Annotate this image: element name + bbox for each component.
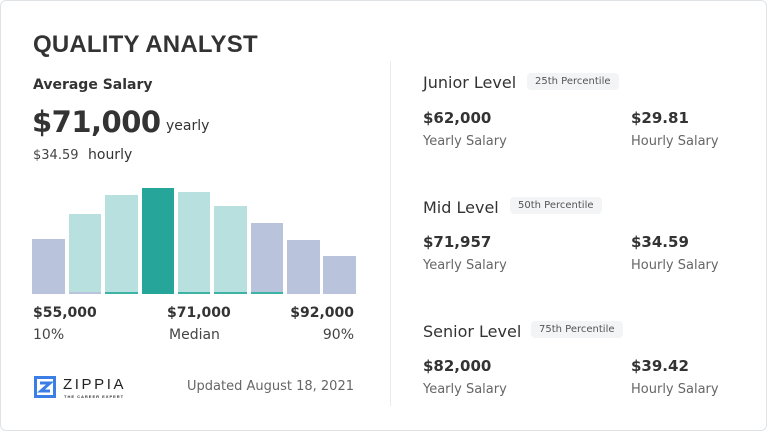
senior-hourly-label: Hourly Salary [631,382,719,397]
bar-base [178,292,210,294]
bar-base [105,292,138,294]
average-hourly-unit: hourly [88,147,133,163]
chart-bar [69,214,101,294]
senior-level-title: Senior Level [423,322,522,341]
average-salary-label: Average Salary [33,77,153,93]
zippia-z-logo-icon [34,376,56,398]
senior-yearly-label: Yearly Salary [423,382,507,397]
junior-hourly-value: $29.81 [631,109,689,127]
low-percentile-value: $55,000 [33,305,97,321]
senior-yearly-value: $82,000 [423,357,492,375]
average-hourly-value: $34.59 [33,148,79,163]
chart-bar [214,206,247,294]
job-title: QUALITY ANALYST [33,31,258,58]
bar-base [251,292,283,294]
zippia-logo[interactable]: ZIPPIA THE CAREER EXPERT [34,376,134,400]
mid-hourly-value: $34.59 [631,233,689,251]
chart-bar [32,239,65,294]
junior-yearly-label: Yearly Salary [423,134,507,149]
junior-yearly-value: $62,000 [423,109,492,127]
logo-tagline: THE CAREER EXPERT [64,394,125,399]
mid-hourly-label: Hourly Salary [631,258,719,273]
mid-percentile-badge: 50th Percentile [510,197,602,214]
bar-base [214,292,247,294]
updated-date: Updated August 18, 2021 [187,379,354,394]
senior-hourly-value: $39.42 [631,357,689,375]
senior-percentile-badge: 75th Percentile [531,321,623,338]
chart-bar [105,195,138,294]
median-label: Median [169,327,220,343]
chart-bar [287,240,320,294]
chart-bar [323,256,356,294]
junior-hourly-label: Hourly Salary [631,134,719,149]
logo-wordmark: ZIPPIA [63,376,127,393]
junior-level-title: Junior Level [423,73,517,92]
high-percentile-label: 90% [322,327,354,343]
column-divider [390,61,391,406]
average-yearly-value: $71,000 [32,105,161,139]
median-value: $71,000 [167,305,231,321]
bar-base [69,292,101,294]
low-percentile-label: 10% [33,327,65,343]
salary-distribution-chart [1,1,381,301]
junior-percentile-badge: 25th Percentile [527,73,619,90]
chart-bar [178,192,210,294]
mid-yearly-value: $71,957 [423,233,492,251]
high-percentile-value: $92,000 [290,305,354,321]
average-yearly-unit: yearly [166,118,210,134]
mid-yearly-label: Yearly Salary [423,258,507,273]
chart-bar-median [142,188,174,294]
mid-level-title: Mid Level [423,198,499,217]
chart-bar [251,223,283,294]
